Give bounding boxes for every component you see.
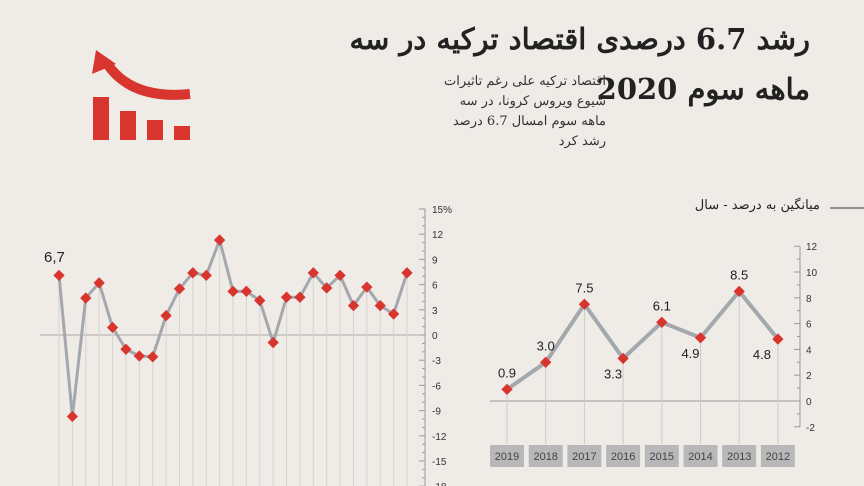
x-tick-label: 2018 [533, 451, 557, 463]
y-tick-label: 10 [806, 268, 818, 279]
x-tick-label: 2014 [688, 451, 712, 463]
y-tick-label: 3 [432, 306, 438, 317]
x-tick-label: 2016 [611, 451, 635, 463]
x-tick-label: 2015 [650, 451, 674, 463]
year-box [722, 445, 757, 467]
page-title: رشد 6.7 درصدی اقتصاد ترکیه در سه ماهه سو… [349, 22, 810, 106]
x-tick-label: 2019 [495, 451, 519, 463]
y-tick-label: 12 [432, 230, 444, 241]
data-point [617, 352, 629, 365]
x-tick-label: 2017 [572, 451, 596, 463]
data-point [294, 291, 306, 303]
data-point [254, 294, 266, 307]
data-point [656, 316, 668, 328]
y-tick-label: -9 [432, 407, 441, 418]
data-point [160, 310, 172, 322]
growth-bar-chart-arrow-icon [92, 50, 191, 140]
year-box [683, 445, 718, 467]
data-point [187, 267, 199, 279]
data-point [501, 383, 513, 396]
data-point [733, 285, 745, 298]
data-label: 6.1 [653, 298, 671, 313]
data-point [267, 336, 279, 349]
data-label: 4.8 [753, 347, 771, 362]
y-tick-label: -18 [432, 482, 447, 486]
y-tick-label: -2 [806, 423, 815, 434]
y-tick-label: 6 [806, 320, 812, 331]
x-tick-label: 2013 [727, 451, 751, 463]
year-box [528, 445, 563, 467]
y-tick-label: -15 [432, 457, 447, 468]
data-point [280, 291, 293, 303]
y-tick-label: 2 [806, 371, 812, 382]
data-point [347, 299, 360, 312]
y-tick-label: 0 [806, 397, 812, 408]
data-point [240, 285, 253, 297]
data-point [173, 283, 186, 295]
y-tick-label: 0 [432, 331, 438, 342]
data-point [374, 299, 386, 312]
chart2-legend: میانگین به درصد - سال [694, 198, 820, 213]
data-label: 7.5 [575, 280, 593, 295]
data-point [334, 269, 346, 282]
y-tick-label: 12 [806, 242, 818, 253]
y-tick-label: -12 [432, 432, 447, 443]
data-point [772, 333, 784, 345]
data-label: 8.5 [730, 267, 748, 282]
annotation-label: 6,7 [44, 249, 65, 266]
data-point [540, 356, 552, 368]
y-tick-label: 15% [432, 205, 452, 216]
data-point [401, 267, 413, 279]
y-tick-label: 4 [806, 345, 812, 356]
data-point [66, 410, 79, 423]
data-point [213, 234, 226, 246]
year-box [606, 445, 641, 467]
year-box [760, 445, 795, 467]
data-point [200, 269, 212, 282]
y-tick-label: -3 [432, 356, 441, 367]
data-label: 3.0 [537, 338, 555, 353]
data-label: 0.9 [498, 365, 516, 380]
data-point [361, 281, 373, 293]
year-box [644, 445, 679, 467]
y-tick-label: -6 [432, 381, 441, 392]
data-point [321, 282, 333, 294]
data-point [578, 298, 591, 310]
data-point [307, 267, 319, 279]
series-line [505, 288, 780, 392]
y-tick-label: 6 [432, 281, 438, 292]
data-label: 3.3 [604, 366, 622, 381]
y-tick-label: 8 [806, 294, 812, 305]
year-box [567, 445, 602, 467]
data-point [694, 332, 707, 344]
year-box [490, 445, 524, 467]
page-subtitle: اقتصاد ترکیه علی رغم تاثیرات شیوع ویروس … [444, 74, 606, 149]
data-point [53, 269, 65, 282]
data-point [227, 285, 239, 297]
y-tick-label: 9 [432, 255, 438, 266]
data-label: 4.9 [681, 346, 699, 361]
data-point [133, 350, 145, 362]
data-point [147, 351, 159, 363]
x-tick-label: 2012 [766, 451, 790, 463]
data-point [387, 308, 400, 320]
